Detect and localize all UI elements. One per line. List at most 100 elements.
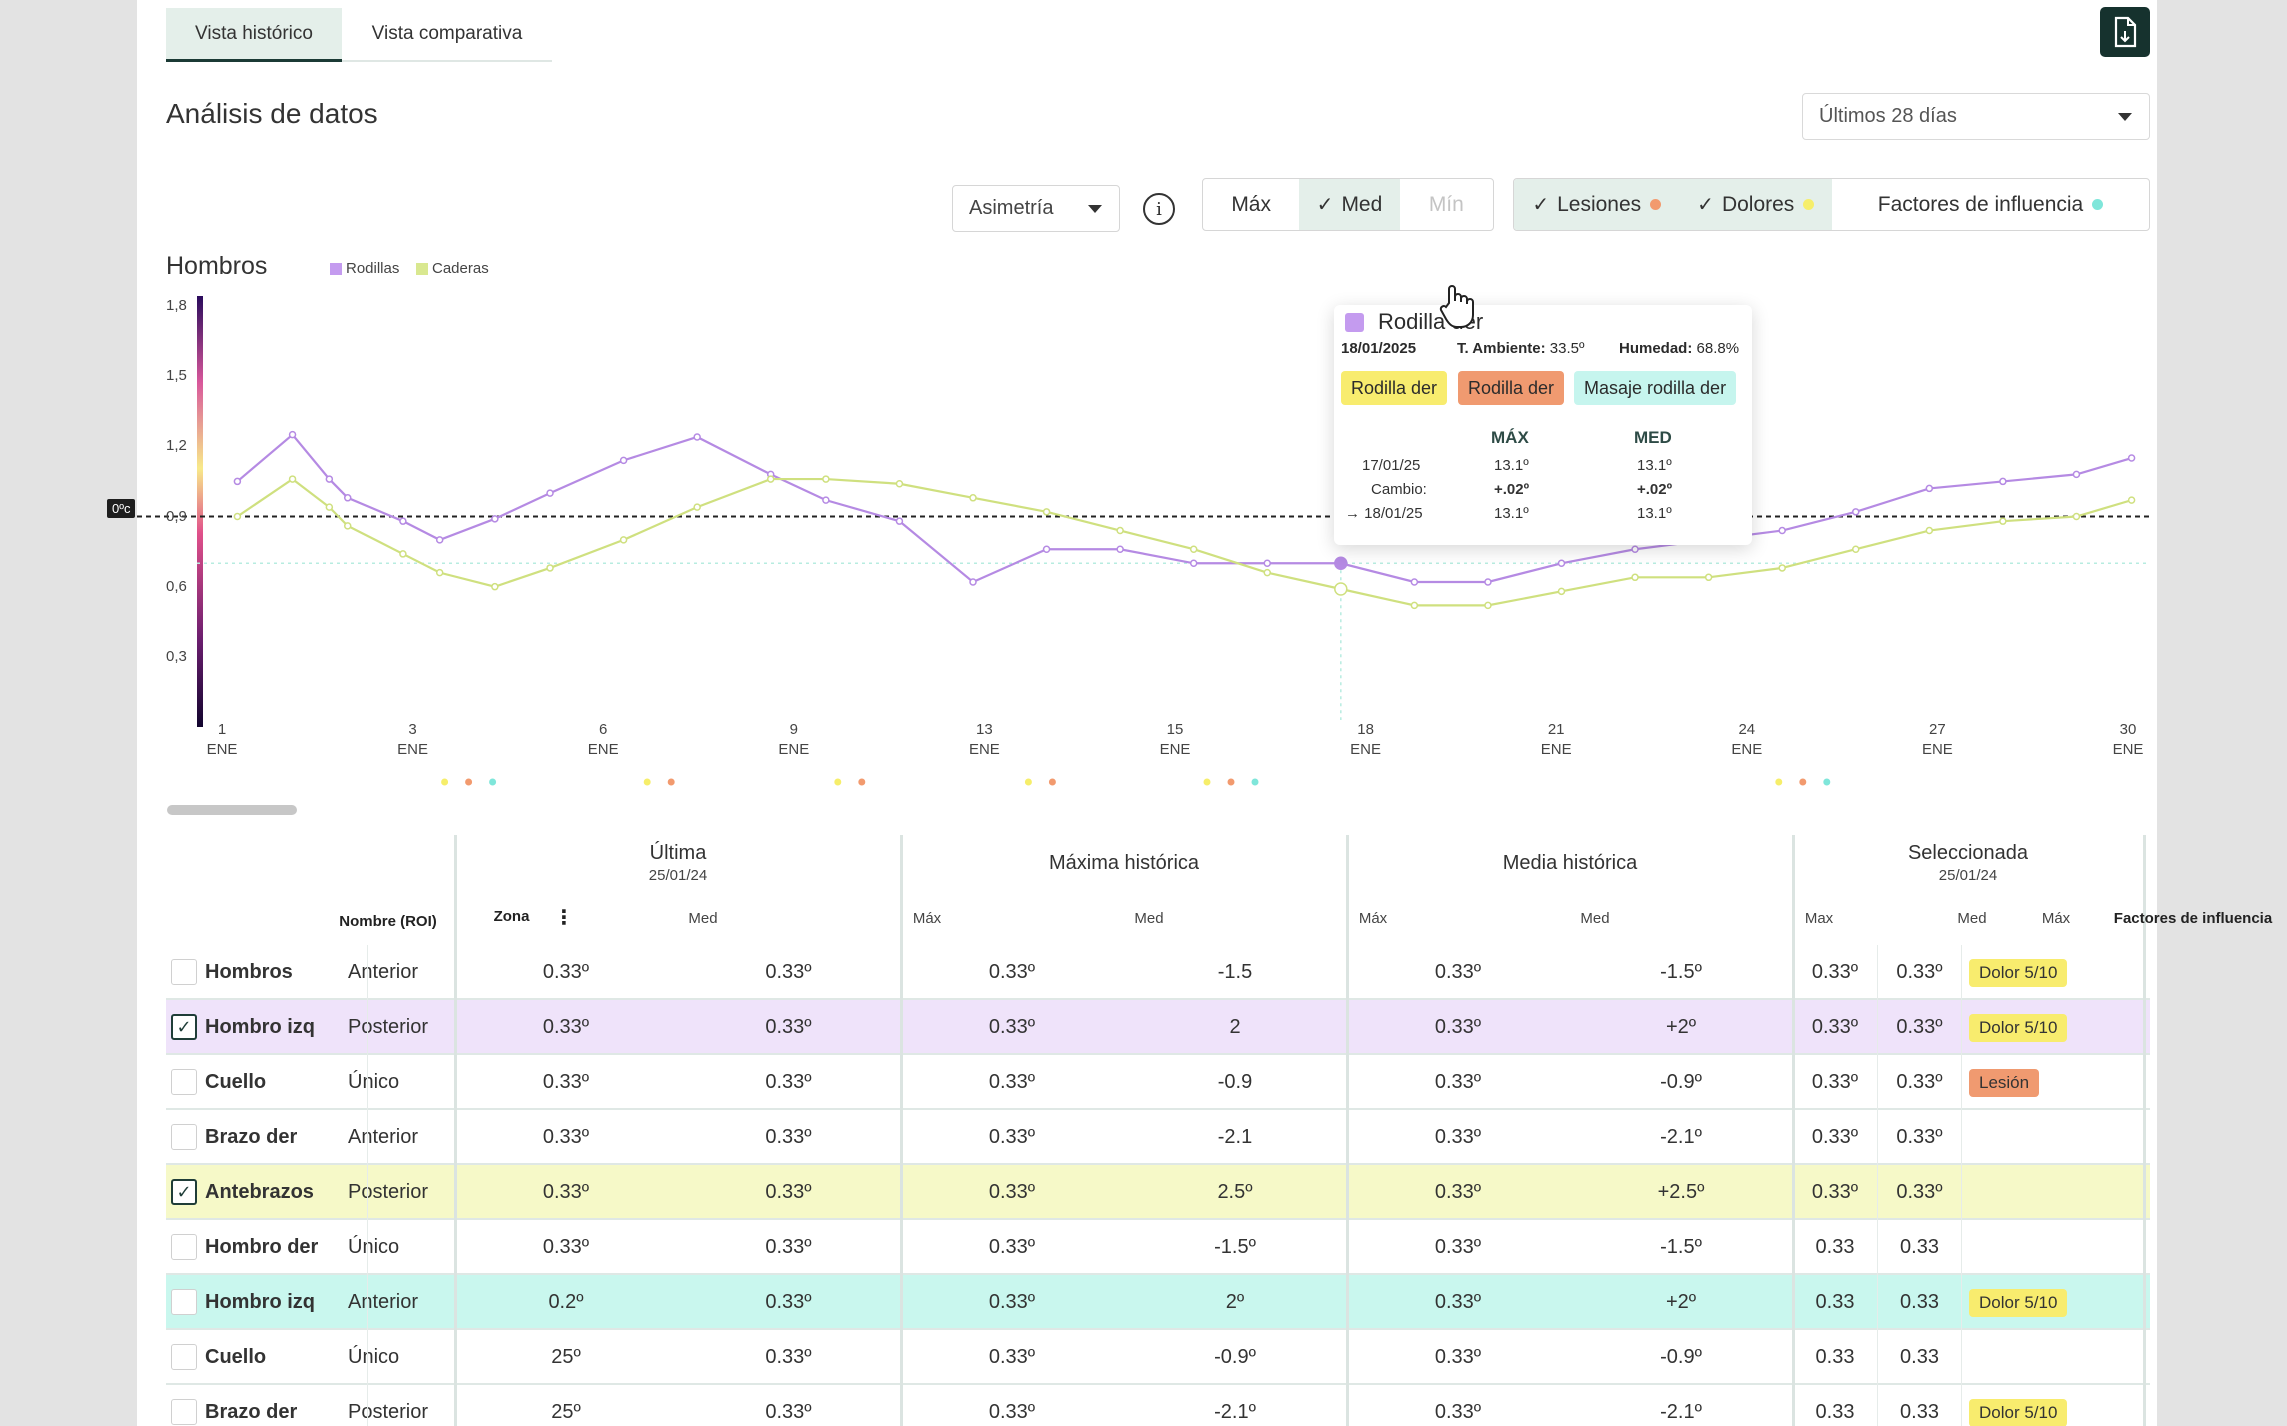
data-point[interactable] [435,536,444,544]
data-point[interactable] [343,522,352,530]
data-point[interactable] [969,578,977,586]
data-point[interactable] [693,433,701,441]
filter-injuries-button[interactable]: ✓ Lesiones [1514,179,1680,230]
data-point[interactable] [2127,454,2136,462]
data-point[interactable] [1410,601,1419,610]
event-marker-dot[interactable] [1251,778,1259,786]
data-point[interactable] [325,503,334,511]
data-point[interactable] [233,512,242,521]
table-row[interactable]: Brazo der Posterior 25º 0.33º 0.33º -2.1º 0.33… [166,1385,2150,1426]
data-point[interactable] [619,456,628,465]
data-point[interactable] [1189,545,1198,553]
table-row[interactable]: ✓ Hombro izq Posterior 0.33º 0.33º 0.33º 2 0.33… [166,1000,2150,1055]
data-point[interactable] [1778,564,1786,572]
event-marker-dot[interactable] [489,778,497,786]
factor-badge[interactable]: Dolor 5/10 [1969,1013,2068,1042]
filter-pains-button[interactable]: ✓ Dolores [1679,179,1832,230]
data-point[interactable] [895,517,904,525]
table-row[interactable]: ✓ Antebrazos Posterior 0.33º 0.33º 0.33º 2.5º 0… [166,1165,2150,1220]
data-point[interactable] [1334,582,1348,596]
data-point[interactable] [233,477,242,486]
data-point[interactable] [1484,601,1492,610]
data-point[interactable] [1557,587,1566,596]
data-point[interactable] [1704,573,1713,582]
event-marker-dot[interactable] [667,778,675,786]
data-point[interactable] [288,475,297,483]
data-point[interactable] [969,494,977,502]
more-vertical-icon[interactable]: ⋮ [554,907,574,929]
data-point[interactable] [288,430,297,439]
factor-badge[interactable]: Lesión [1969,1068,2040,1097]
data-point[interactable] [546,564,554,572]
metric-select[interactable]: Asimetría [952,185,1120,232]
table-row[interactable]: Brazo der Anterior 0.33º 0.33º 0.33º -2.1 0.33… [166,1110,2150,1165]
data-point[interactable] [399,517,407,525]
row-checkbox[interactable] [171,1344,197,1370]
data-point[interactable] [435,568,444,577]
tab-comparative-view[interactable]: Vista comparativa [342,8,552,62]
legend-item-rodillas[interactable]: Rodillas [330,260,399,277]
table-row[interactable]: Hombros Anterior 0.33º 0.33º 0.33º -1.5 0.33º -… [166,945,2150,1000]
series-line-caderas[interactable] [236,477,2132,607]
data-point[interactable] [1263,559,1272,568]
data-point[interactable] [1999,517,2007,525]
data-point[interactable] [343,494,352,502]
data-point[interactable] [619,536,628,544]
table-row[interactable]: Cuello Único 0.33º 0.33º 0.33º -0.9 0.33º -0.9º… [166,1055,2150,1110]
filter-factors-button[interactable]: Factores de influencia [1832,179,2149,230]
factor-badge[interactable]: Dolor 5/10 [1969,1398,2068,1426]
stat-min-button[interactable]: Mín [1400,179,1493,230]
data-point[interactable] [2072,512,2081,521]
data-point[interactable] [2127,496,2136,504]
horizontal-scrollbar[interactable] [167,805,297,815]
data-point[interactable] [1263,568,1272,577]
event-marker-dot[interactable] [1203,778,1211,786]
event-marker-dot[interactable] [858,778,866,786]
export-button[interactable] [2100,7,2150,57]
data-point[interactable] [1852,545,1860,553]
series-line-rodillas[interactable] [236,433,2132,584]
event-marker-dot[interactable] [1775,778,1783,786]
data-point[interactable] [1631,545,1639,553]
row-checkbox[interactable] [171,1069,197,1095]
data-point[interactable] [1925,484,1934,493]
data-point[interactable] [1042,545,1051,553]
event-marker-dot[interactable] [1227,778,1235,786]
data-point[interactable] [546,489,554,497]
data-point[interactable] [1116,526,1124,535]
data-point[interactable] [766,475,775,483]
event-marker-dot[interactable] [465,778,473,786]
table-row[interactable]: Hombro izq Anterior 0.2º 0.33º 0.33º 2º 0.33º +… [166,1275,2150,1330]
table-row[interactable]: Cuello Único 25º 0.33º 0.33º -0.9º 0.33º -0.9º 0… [166,1330,2150,1385]
data-point[interactable] [1852,508,1860,516]
row-checkbox[interactable]: ✓ [171,1014,197,1040]
date-range-select[interactable]: Últimos 28 días [1802,93,2150,140]
data-point[interactable] [1925,526,1934,535]
data-point[interactable] [491,515,499,523]
data-point[interactable] [1334,556,1348,571]
event-marker-dot[interactable] [643,778,651,786]
data-point[interactable] [895,480,904,488]
data-point[interactable] [2072,470,2081,479]
info-icon[interactable]: i [1143,193,1175,225]
stat-med-button[interactable]: ✓ Med [1299,179,1400,230]
data-point[interactable] [325,475,334,483]
data-point[interactable] [1410,578,1419,586]
data-point[interactable] [1189,559,1198,568]
data-point[interactable] [1778,526,1786,535]
row-checkbox[interactable] [171,1124,197,1150]
data-point[interactable] [1557,559,1566,568]
row-checkbox[interactable] [171,1234,197,1260]
tab-historic-view[interactable]: Vista histórico [166,8,342,62]
factor-badge[interactable]: Dolor 5/10 [1969,958,2068,987]
data-point[interactable] [1631,573,1639,582]
event-marker-dot[interactable] [1799,778,1807,786]
legend-item-caderas[interactable]: Caderas [416,260,489,277]
event-marker-dot[interactable] [1823,778,1831,786]
data-point[interactable] [491,582,499,591]
stat-max-button[interactable]: Máx [1203,179,1299,230]
col-zone-header[interactable]: Zona [493,908,530,925]
factor-badge[interactable]: Dolor 5/10 [1969,1288,2068,1317]
data-point[interactable] [693,503,701,511]
data-point[interactable] [1999,477,2007,486]
